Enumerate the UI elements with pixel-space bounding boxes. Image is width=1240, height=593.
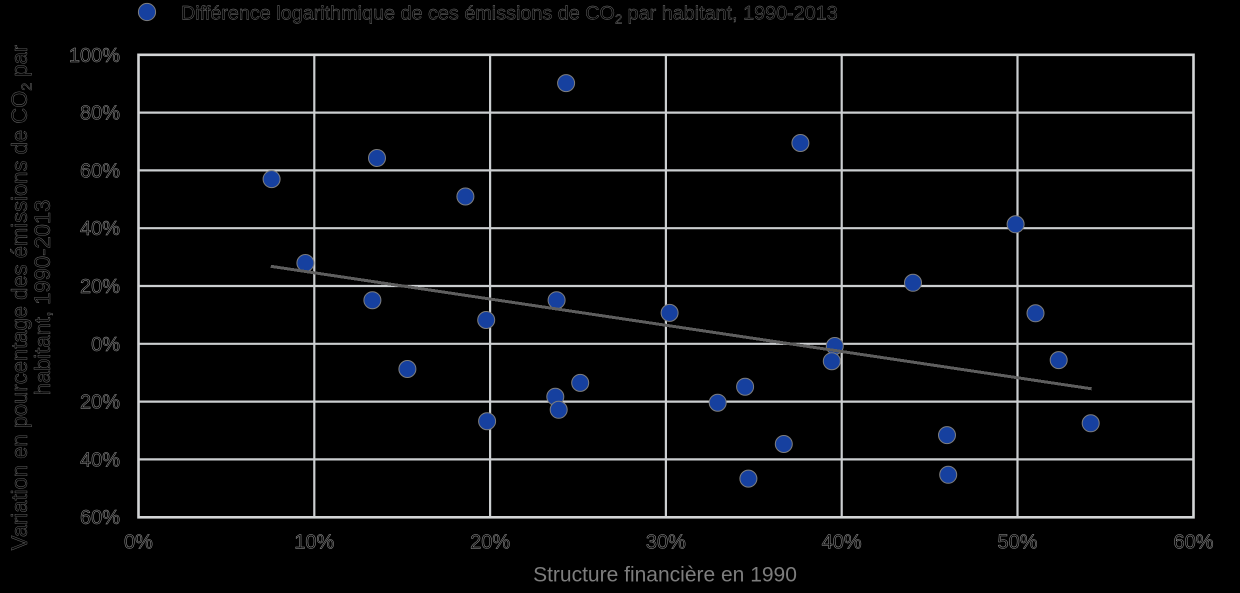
svg-text:0%: 0% <box>91 334 120 356</box>
svg-text:20%: 20% <box>80 276 120 298</box>
svg-text:Différence logarithmique de ce: Différence logarithmique de ces émission… <box>181 3 838 27</box>
svg-text:80%: 80% <box>80 103 120 125</box>
svg-text:60%: 60% <box>80 507 120 529</box>
svg-text:100%: 100% <box>69 45 120 67</box>
svg-text:Variation en pourcentage des é: Variation en pourcentage des émissions d… <box>7 45 36 550</box>
svg-text:20%: 20% <box>80 392 120 414</box>
svg-text:20%: 20% <box>470 532 510 554</box>
svg-text:40%: 40% <box>80 218 120 240</box>
svg-text:habitant, 1990-2013: habitant, 1990-2013 <box>30 200 55 396</box>
svg-text:50%: 50% <box>997 532 1037 554</box>
svg-text:10%: 10% <box>294 532 334 554</box>
svg-text:0%: 0% <box>124 532 153 554</box>
svg-text:60%: 60% <box>1173 532 1213 554</box>
svg-text:Structure financière en 1990: Structure financière en 1990 <box>533 564 797 587</box>
svg-text:40%: 40% <box>822 532 862 554</box>
svg-text:60%: 60% <box>80 160 120 182</box>
svg-text:40%: 40% <box>80 449 120 471</box>
svg-text:30%: 30% <box>646 532 686 554</box>
